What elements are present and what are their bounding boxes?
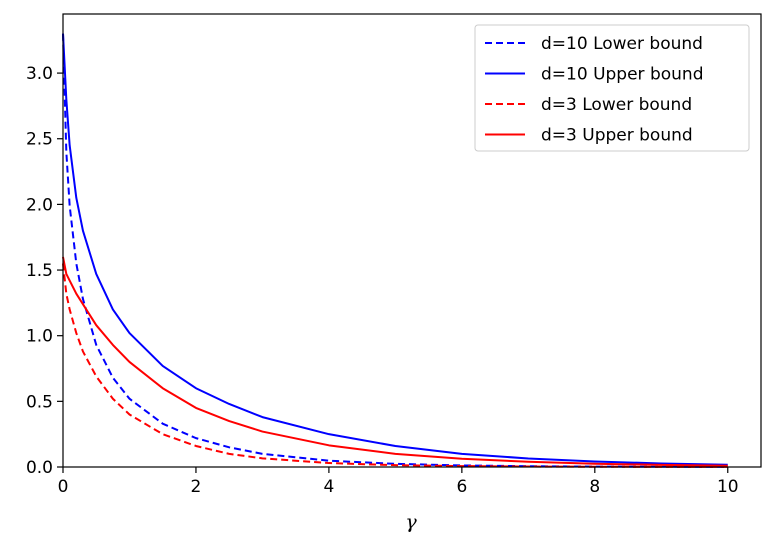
legend-label-d-3-upper-bound: d=3 Upper bound [541,126,693,146]
y-tick-label: 2.0 [26,195,53,215]
series-line-d-3-upper-bound [62,256,728,467]
x-tick-label: 8 [589,477,600,497]
legend-label-d-10-upper-bound: d=10 Upper bound [541,65,703,85]
y-tick-label: 2.5 [26,130,53,150]
x-tick-label: 0 [58,477,69,497]
y-tick-label: 1.0 [26,327,53,347]
y-axis: 0.0 0.5 1.0 1.5 2.0 2.5 3.0 [26,64,63,478]
y-tick-label: 0.5 [26,392,53,412]
series-line-d-10-lower-bound [62,33,728,468]
legend-label-d-3-lower-bound: d=3 Lower bound [541,95,692,115]
legend-box [474,24,750,152]
series-line-d-10-upper-bound [62,33,728,466]
y-tick-label: 1.5 [26,261,53,281]
plot-frame [62,13,762,468]
y-tick-label: 0.0 [26,458,53,478]
x-axis-label: γ [405,511,417,533]
x-tick-label: 2 [191,477,202,497]
x-tick-label: 4 [323,477,334,497]
legend-label-d-10-lower-bound: d=10 Lower bound [541,34,703,54]
x-tick-label: 6 [456,477,467,497]
x-axis: 0 2 4 6 8 10 [58,467,739,497]
x-tick-label: 10 [717,477,739,497]
y-tick-label: 3.0 [26,64,53,84]
legend: d=10 Lower bound d=10 Upper bound d=3 Lowe… [474,24,750,152]
